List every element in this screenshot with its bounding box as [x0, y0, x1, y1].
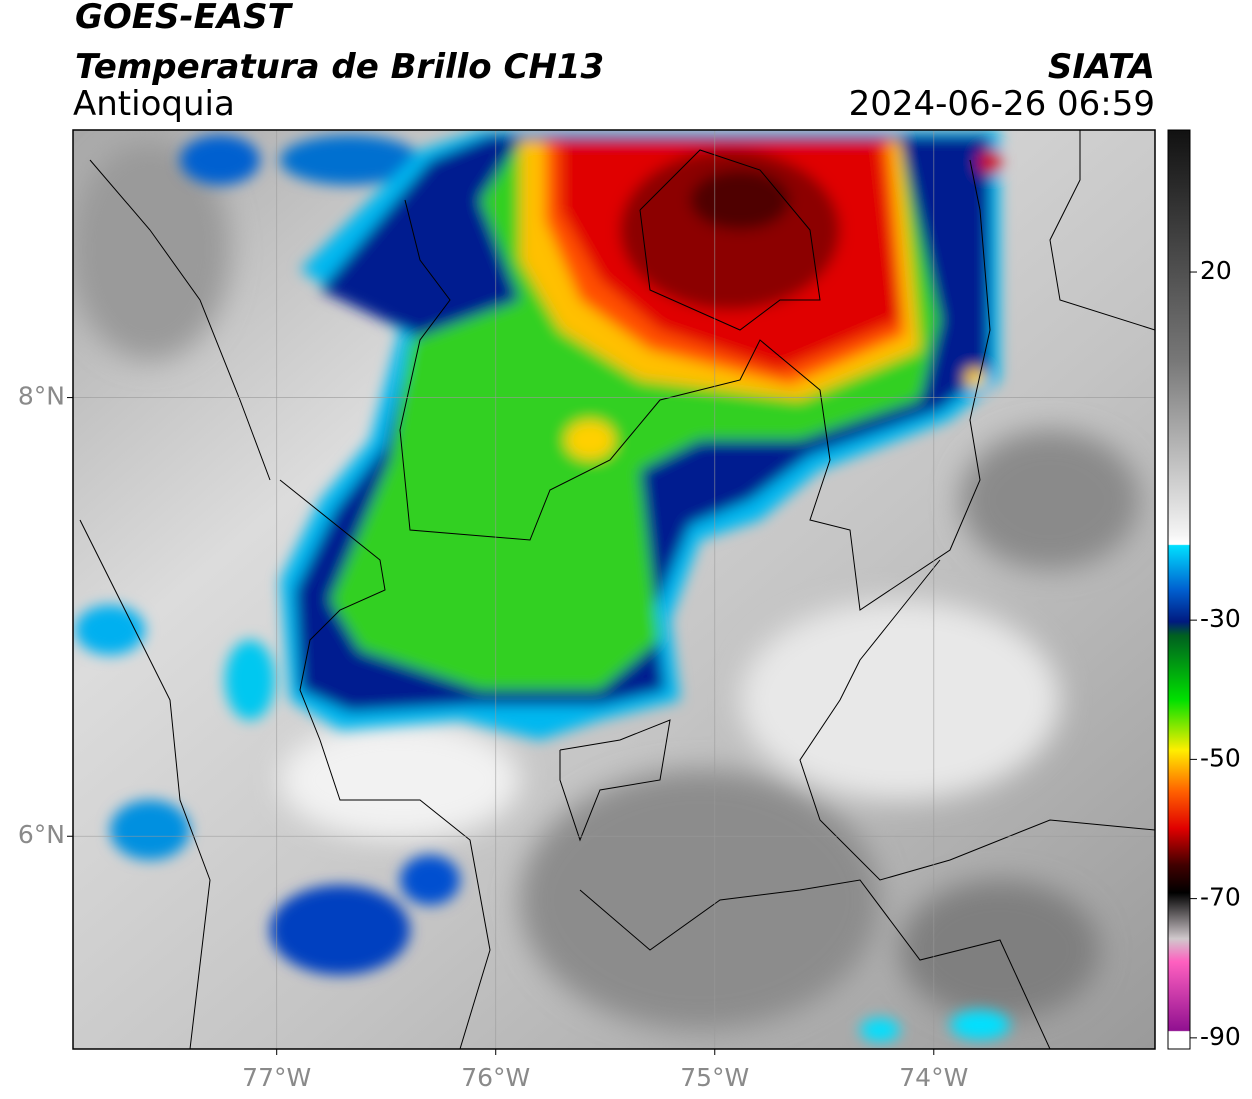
x-tick-label: 77°W — [242, 1063, 311, 1092]
colorbar-label: -30 — [1200, 604, 1241, 633]
x-tick-label: 76°W — [461, 1063, 530, 1092]
y-tick-label: 8°N — [18, 382, 65, 411]
borders — [79, 130, 1155, 1049]
colorbar — [1167, 129, 1191, 1050]
colorbar-label: -50 — [1200, 743, 1241, 772]
map-frame — [72, 129, 1156, 1050]
y-tick-label: 6°N — [18, 820, 65, 849]
title: GOES-EAST — [75, 0, 294, 37]
colorbar-label: -90 — [1200, 1022, 1241, 1051]
x-tick-label: 74°W — [899, 1063, 968, 1092]
colorbar-label: -70 — [1200, 883, 1241, 912]
x-tick-label: 75°W — [680, 1063, 749, 1092]
source: SIATA — [1048, 47, 1155, 87]
satellite-image — [73, 130, 1155, 1049]
region: Antioquia — [73, 84, 235, 124]
timestamp: 2024-06-26 06:59 — [849, 84, 1155, 124]
subtitle: Temperatura de Brillo CH13 — [75, 47, 604, 87]
colorbar-label: 20 — [1200, 256, 1232, 285]
